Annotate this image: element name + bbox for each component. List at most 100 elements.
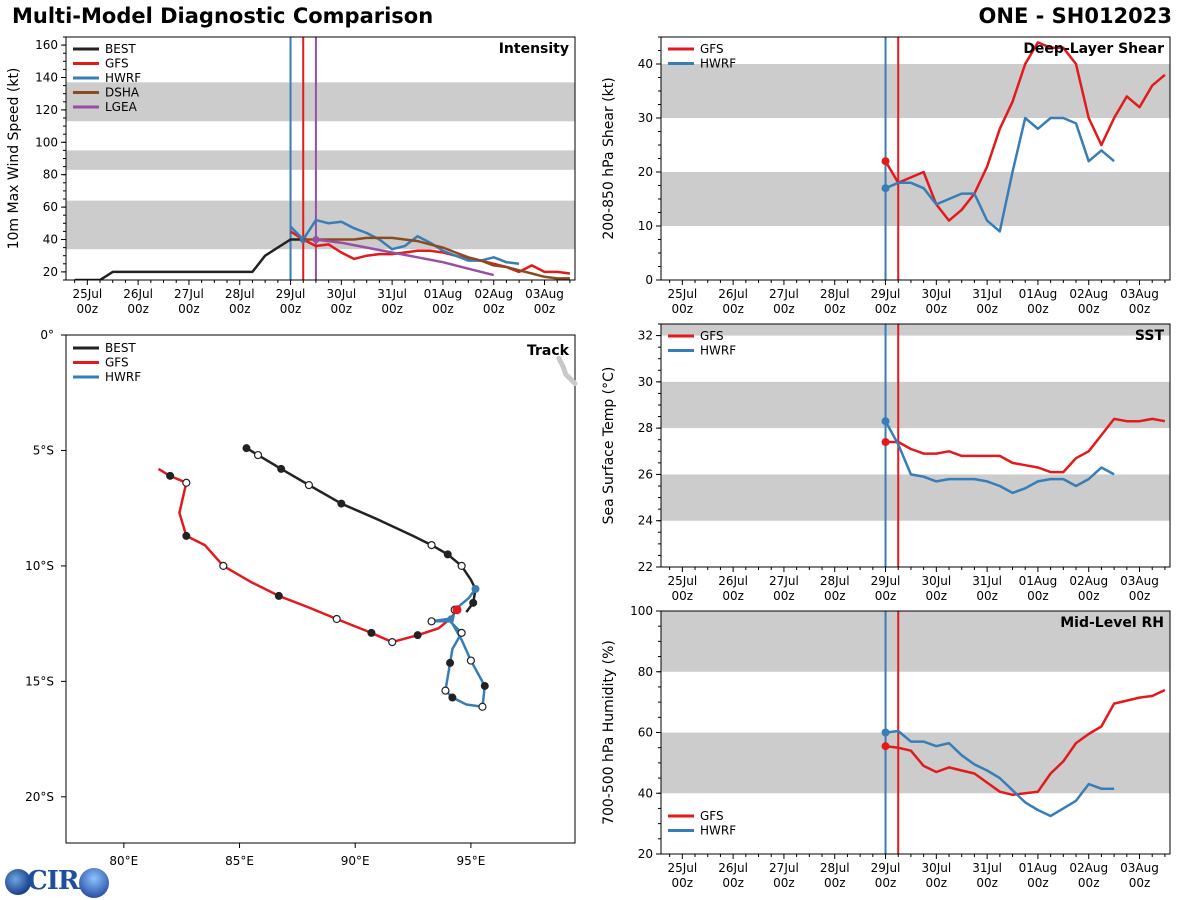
track-legend-label-best: BEST [105, 341, 136, 355]
shear-ylabel: 200-850 hPa Shear (kt) [601, 77, 617, 239]
intensity-xtick-label-date: 25Jul [72, 287, 102, 301]
shear-series-hwrf [885, 116, 1115, 233]
intensity-xtick-label-hour: 00z [534, 302, 556, 316]
sst-legend-label-gfs: GFS [700, 329, 724, 343]
shear-xtick-label-date: 27Jul [769, 287, 799, 301]
shear-ytick-label: 0 [645, 273, 653, 287]
rh-xtick-label-date: 28Jul [820, 861, 850, 875]
cira-logo: CIRA [5, 866, 115, 898]
shear-xtick-label-date: 26Jul [718, 287, 748, 301]
intensity-xtick-label-date: 27Jul [174, 287, 204, 301]
track-marker-open [253, 450, 263, 460]
sst-series-gfs [885, 417, 1166, 474]
shear-xtick-label-date: 28Jul [820, 287, 850, 301]
rh-xtick-label-hour: 00z [773, 876, 795, 890]
sst-band-0 [661, 474, 1170, 521]
shear-legend-label-hwrf: HWRF [700, 57, 736, 71]
intensity-xtick-label-date: 02Aug [474, 287, 513, 301]
sst-xtick-label-hour: 00z [976, 589, 998, 603]
track-marker-open [182, 478, 191, 487]
intensity-series-gfs [289, 230, 571, 275]
shear-band-1 [661, 64, 1170, 118]
shear-start-point-gfs [881, 157, 890, 166]
intensity-ytick-label: 40 [43, 233, 58, 247]
sst-xtick-label-date: 31Jul [972, 574, 1002, 588]
track-panel: 80°E 85°E 90°E 95°E 0° 5°S 10°S 15°S 20°S Track BE… [25, 328, 578, 868]
sst-xtick-label-date: 29Jul [871, 574, 901, 588]
intensity-xtick-label-hour: 00z [381, 302, 403, 316]
track-marker-filled [413, 631, 422, 640]
sst-xtick-label-hour: 00z [672, 589, 694, 603]
rh-xtick-label-hour: 00z [976, 876, 998, 890]
sst-xtick-label-hour: 00z [824, 589, 846, 603]
figure-title: Multi-Model Diagnostic Comparison [12, 4, 434, 28]
sst-ytick-label: 32 [638, 329, 653, 343]
intensity-xtick-label-date: 03Aug [525, 287, 564, 301]
track-xtick-label: 85°E [225, 854, 254, 868]
rh-start-point-hwrf [881, 728, 890, 737]
shear-xtick-label-hour: 00z [976, 302, 998, 316]
intensity-legend-label-best: BEST [105, 42, 136, 56]
sst-ytick-label: 22 [638, 560, 653, 574]
globe-icon [5, 869, 31, 895]
track-marker-open [441, 686, 450, 695]
intensity-xtick-label-date: 29Jul [276, 287, 306, 301]
shear-xtick-label-hour: 00z [824, 302, 846, 316]
sst-ytick-label: 30 [638, 375, 653, 389]
sst-xtick-label-hour: 00z [1078, 589, 1100, 603]
sst-series-hwrf [884, 420, 1115, 495]
rh-xtick-label-hour: 00z [824, 876, 846, 890]
sst-xtick-label-date: 02Aug [1069, 574, 1108, 588]
rh-band-1 [661, 611, 1170, 672]
intensity-band-2 [66, 82, 575, 122]
shear-xtick-label-hour: 00z [672, 302, 694, 316]
track-marker-filled [367, 628, 376, 637]
rh-xtick-label-date: 31Jul [972, 861, 1002, 875]
track-frame [65, 334, 576, 844]
track-ytick-label: 20°S [25, 790, 54, 804]
rh-series-gfs [885, 688, 1166, 797]
rh-ytick-label: 20 [638, 847, 653, 861]
intensity-band-1 [66, 150, 575, 170]
track-marker-open [388, 638, 397, 647]
rh-ylabel: 700-500 hPa Humidity (%) [601, 640, 617, 825]
shear-xtick-label-date: 02Aug [1069, 287, 1108, 301]
shear-xtick-label-hour: 00z [875, 302, 897, 316]
rh-ytick-label: 60 [638, 726, 653, 740]
rh-series-hwrf [885, 729, 1115, 818]
track-marker-open [332, 614, 341, 624]
shear-xtick-label-hour: 00z [1078, 302, 1100, 316]
track-marker-open [478, 702, 487, 711]
shear-ytick-label: 30 [638, 111, 653, 125]
intensity-legend-label-hwrf: HWRF [105, 71, 141, 85]
sst-band-2 [661, 324, 1170, 336]
rh-xtick-label-date: 03Aug [1120, 861, 1159, 875]
rh-ytick-label: 80 [638, 665, 653, 679]
sst-xtick-label-hour: 00z [722, 589, 744, 603]
intensity-title: Intensity [499, 41, 569, 57]
intensity-xtick-label-date: 28Jul [225, 287, 255, 301]
track-marker-filled [242, 444, 251, 453]
sst-xtick-label-date: 27Jul [769, 574, 799, 588]
shear-plot-area [661, 37, 1170, 280]
rh-legend-label-gfs: GFS [700, 809, 724, 823]
intensity-ytick-label: 80 [43, 168, 58, 182]
rh-xtick-label-date: 29Jul [871, 861, 901, 875]
intensity-ylabel: 10m Max Wind Speed (kt) [6, 68, 22, 250]
track-legend-label-hwrf: HWRF [105, 370, 141, 384]
track-marker-filled [166, 471, 175, 480]
sst-xtick-label-date: 25Jul [667, 574, 697, 588]
shear-xtick-label-date: 01Aug [1019, 287, 1058, 301]
rh-ytick-label: 40 [638, 786, 653, 800]
track-marker-filled [443, 550, 452, 559]
intensity-ytick-label: 120 [35, 103, 58, 117]
shear-title: Deep-Layer Shear [1023, 41, 1164, 57]
shear-xtick-label-hour: 00z [773, 302, 795, 316]
track-marker-open [427, 617, 436, 626]
shear-series-gfs [884, 41, 1166, 222]
sst-xtick-label-date: 03Aug [1120, 574, 1159, 588]
rh-xtick-label-date: 26Jul [718, 861, 748, 875]
rh-xtick-label-hour: 00z [1129, 876, 1151, 890]
